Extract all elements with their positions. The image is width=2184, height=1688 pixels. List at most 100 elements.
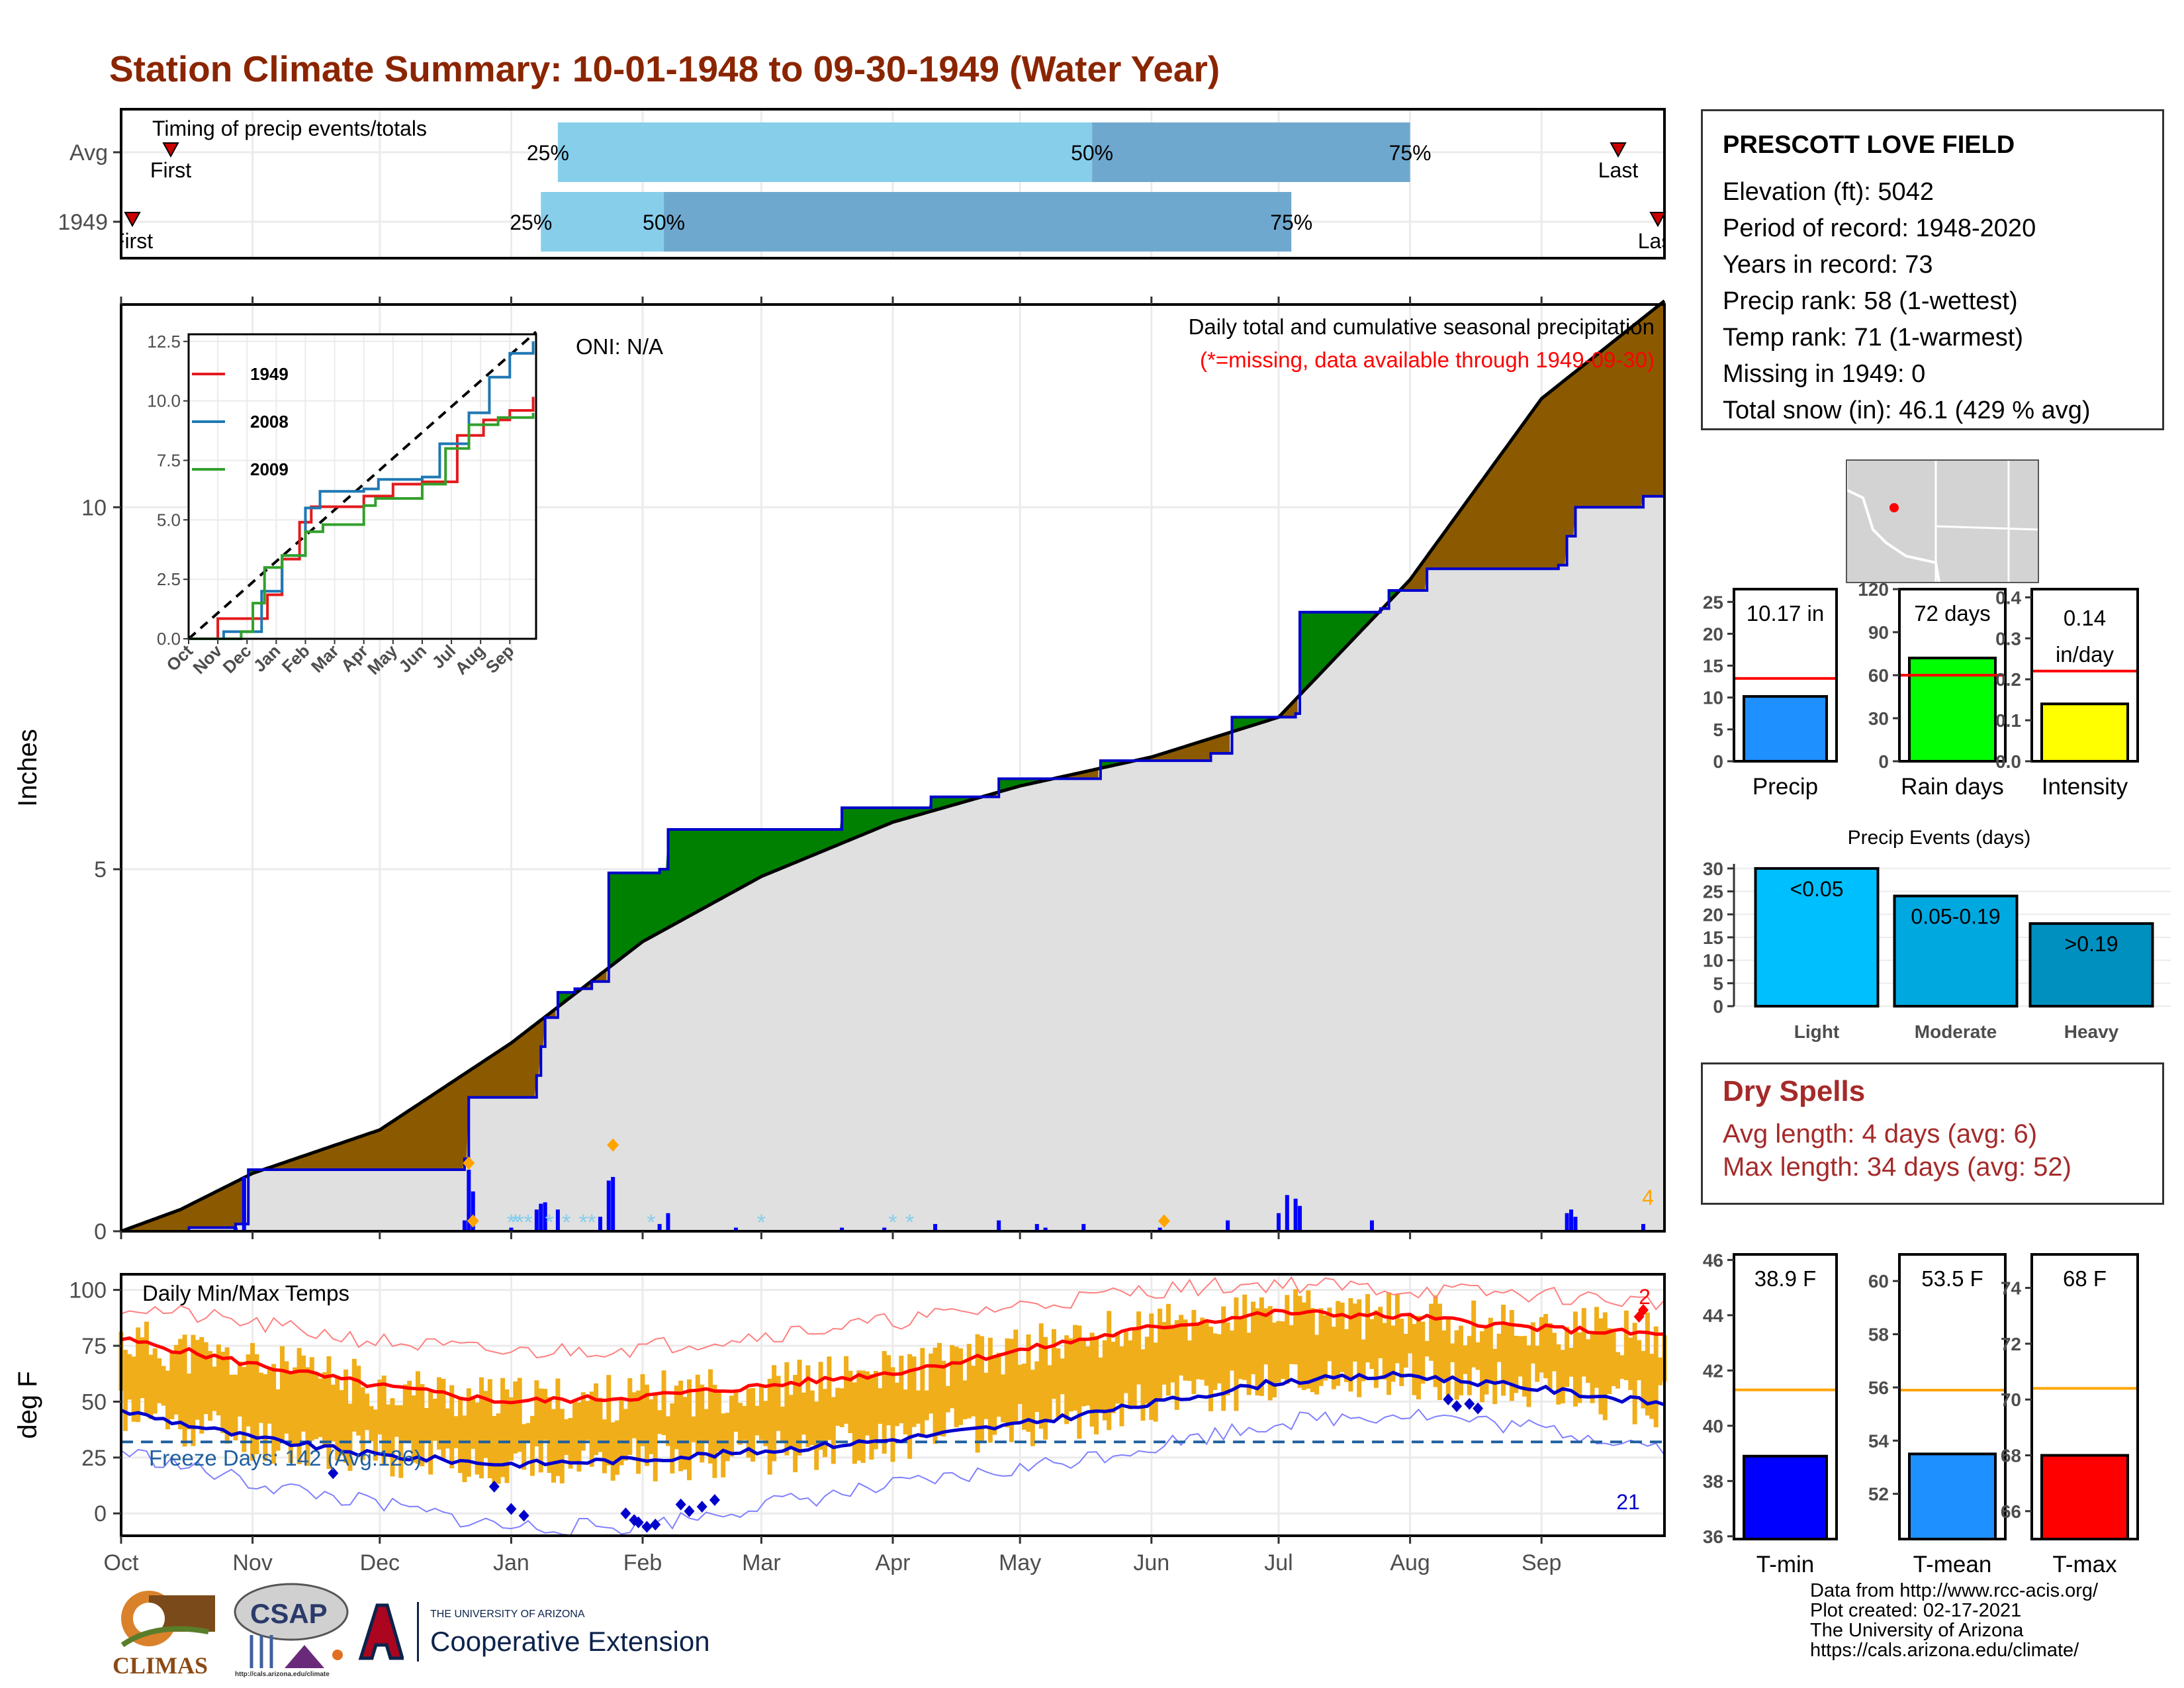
precip-daily-bar <box>1369 1220 1374 1231</box>
summary-intensity-xlabel: Intensity <box>2042 774 2128 800</box>
temp-daily-bar <box>589 1391 594 1467</box>
summary-intensity-frame <box>2030 588 2139 763</box>
temp-daily-bar <box>335 1376 340 1461</box>
summary-precip-value-label: 10.17 in <box>1747 601 1824 626</box>
temp-record-low-marker <box>684 1505 695 1517</box>
summary-precip-ytick-label: 25 <box>1703 592 1723 612</box>
temp-daily-bar <box>682 1397 688 1470</box>
temp-daily-bar <box>127 1354 132 1400</box>
temp-daily-bar <box>356 1366 361 1436</box>
temp-daily-bar <box>322 1372 328 1445</box>
inset-ytick-label: 5.0 <box>157 510 181 530</box>
temp-daily-bar <box>933 1347 938 1444</box>
precip-ytick-label: 10 <box>81 495 107 520</box>
temp-daily-bar <box>411 1395 416 1463</box>
temp-record-low-marker <box>650 1519 661 1531</box>
timing-label-75: 75% <box>1270 211 1312 234</box>
timing-label-50: 50% <box>643 211 685 234</box>
temp-daily-bar <box>522 1424 527 1470</box>
csap-logo: CSAP http://cals.arizona.edu/climate <box>232 1582 351 1681</box>
station-name: PRESCOTT LOVE FIELD <box>1723 131 2015 159</box>
temp-daily-bar <box>1581 1307 1586 1377</box>
temp-daily-bar <box>1572 1311 1578 1407</box>
temp-daily-bar <box>445 1408 450 1449</box>
temp-daily-bar <box>1306 1290 1311 1389</box>
temp-daily-bar <box>780 1406 785 1444</box>
temp-daily-bar <box>1200 1317 1205 1380</box>
precip-below-avg-area <box>123 1176 246 1231</box>
temp-daily-bar <box>839 1388 844 1427</box>
temp-daily-bar <box>369 1406 374 1442</box>
ua-divider <box>417 1602 419 1662</box>
summary-tmean-ytick-label: 52 <box>1868 1484 1889 1505</box>
summary-intensity-ytick-label: 0.4 <box>1995 587 2021 608</box>
temp-daily-bar <box>140 1337 145 1399</box>
temp-record-low-count: 21 <box>1616 1490 1640 1514</box>
timing-last-label: Last <box>1638 229 1678 253</box>
temp-daily-bar <box>580 1392 586 1451</box>
precip-daily-bar <box>733 1227 738 1231</box>
precip-daily-bar <box>471 1191 475 1231</box>
events-ytick-label: 20 <box>1703 904 1723 925</box>
precip-above-avg-area <box>999 778 1052 792</box>
precip-daily-bar <box>1158 1227 1162 1231</box>
temp-daily-bar <box>1297 1295 1302 1388</box>
temp-daily-bar <box>1348 1298 1353 1392</box>
temp-daily-bar <box>191 1335 196 1446</box>
temp-xtick-label: Nov <box>232 1550 272 1575</box>
precip-daily-bar <box>555 1209 560 1231</box>
temp-daily-bar <box>754 1405 760 1436</box>
temp-daily-bar <box>1551 1333 1557 1372</box>
temp-daily-bar <box>1505 1323 1510 1385</box>
precip-above-avg-area <box>248 1170 263 1176</box>
temp-daily-bar <box>729 1395 735 1457</box>
temp-daily-bar <box>441 1378 446 1459</box>
temp-xtick-label: Jul <box>1264 1550 1293 1575</box>
temp-daily-bar <box>886 1355 891 1426</box>
inset-legend-label: 1949 <box>250 364 289 384</box>
temp-xtick-label: Feb <box>623 1550 662 1575</box>
summary-tmax-bar <box>2040 1454 2129 1540</box>
timing-first-marker <box>124 212 141 228</box>
temp-daily-bar <box>1289 1325 1294 1364</box>
temp-daily-bar <box>1318 1308 1324 1386</box>
precip-below-avg-area <box>1401 301 1664 590</box>
precip-daily-bar <box>1081 1224 1086 1231</box>
temp-record-low-marker <box>1443 1393 1454 1406</box>
precip-avg-line <box>120 299 1666 1233</box>
temp-daily-bar <box>263 1374 268 1461</box>
precip-daily-bar <box>1285 1195 1289 1231</box>
summary-raindays-ytick-label: 90 <box>1868 622 1889 643</box>
temp-daily-bar <box>640 1374 645 1446</box>
events-ytick-label: 25 <box>1703 882 1723 902</box>
temp-daily-bar <box>958 1348 964 1425</box>
summary-tmean-ytick-label: 60 <box>1868 1271 1889 1291</box>
timing-label-25: 25% <box>527 141 569 165</box>
temp-daily-bar <box>305 1367 310 1466</box>
temp-daily-bar <box>1072 1325 1077 1411</box>
temp-daily-bar <box>1615 1352 1621 1389</box>
temp-daily-bar <box>1365 1293 1371 1363</box>
footer-credits: Data from http://www.rcc-acis.org/ Plot … <box>1810 1581 2098 1660</box>
temp-daily-bar <box>1034 1361 1040 1413</box>
precip-daily-bar <box>1641 1224 1645 1231</box>
temp-daily-bar <box>1238 1317 1243 1380</box>
temp-daily-bar <box>691 1416 696 1442</box>
temp-daily-bar <box>1276 1321 1281 1383</box>
precip-snow-marker: * <box>516 1210 524 1235</box>
temp-daily-bar <box>492 1416 497 1486</box>
temp-daily-bar <box>700 1384 705 1463</box>
summary-precip-ytick-label: 5 <box>1713 720 1723 740</box>
summary-tmean-xlabel: T-mean <box>1913 1552 1992 1577</box>
summary-tmax-ytick-label: 66 <box>2001 1501 2021 1522</box>
summary-summary-tmax: 66 68 70 72 74 68 F T-max <box>2001 1253 2139 1577</box>
temp-daily-bar <box>962 1380 968 1420</box>
temp-daily-bar <box>483 1391 488 1458</box>
temp-daily-bar <box>653 1392 658 1481</box>
inset-series-2008 <box>189 341 535 640</box>
temp-daily-bar <box>941 1360 946 1437</box>
timing-bar-q1 <box>557 122 1093 182</box>
temp-daily-bar <box>665 1416 670 1446</box>
ua-block-a-icon <box>358 1603 404 1660</box>
summary-tmax-xlabel: T-max <box>2052 1552 2117 1577</box>
